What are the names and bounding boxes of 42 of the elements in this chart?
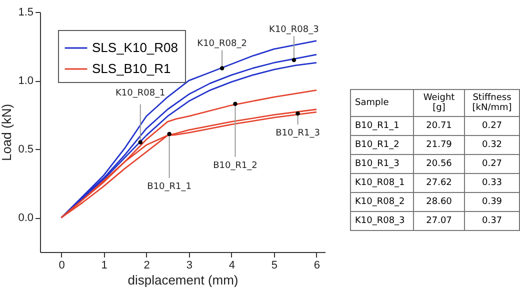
text: 0.27 <box>464 116 520 136</box>
text: B10_R1_2 <box>350 136 414 154</box>
text: 0.33 <box>464 174 520 192</box>
text: 20.56 <box>414 154 465 174</box>
y-tick-label: 0.0 <box>18 212 34 224</box>
text: 0.32 <box>464 136 520 154</box>
annotation: B10_R1_3 <box>276 128 320 138</box>
y-tick-label: 1.5 <box>18 6 34 18</box>
text: 0.39 <box>464 192 520 212</box>
annotation: K10_R08_2 <box>197 39 247 50</box>
text: K10_R08_3 <box>350 212 414 230</box>
text: Sample <box>350 90 414 116</box>
x-tick-label: 1 <box>101 260 108 272</box>
x-tick-label: 6 <box>314 260 320 272</box>
annotation: B10_R1_2 <box>213 160 258 171</box>
text: 28.60 <box>414 192 465 212</box>
x-tick-label: 3 <box>186 260 192 272</box>
text: Stiffness [kN/mm] <box>464 90 520 116</box>
text: 27.62 <box>414 174 465 192</box>
x-tick-label: 4 <box>228 260 235 272</box>
text: 27.07 <box>414 212 465 230</box>
text: B10_R1_3 <box>350 154 414 174</box>
text: 21.79 <box>414 136 465 154</box>
annotation: K10_R08_1 <box>115 88 166 98</box>
legend-label: SLS_K10_R08 <box>92 40 178 55</box>
y-axis-title: Load (kN) <box>0 104 14 162</box>
text: 20.71 <box>414 116 465 136</box>
legend-label: SLS_B10_R1 <box>92 61 171 76</box>
y-tick-label: 0.5 <box>18 144 34 156</box>
x-tick-label: 5 <box>271 260 278 272</box>
annotation: B10_R1_1 <box>147 182 192 192</box>
text: K10_R08_2 <box>350 192 414 212</box>
x-axis-title: displacement (mm) <box>128 272 238 288</box>
x-tick-label: 2 <box>144 260 150 272</box>
text: 0.37 <box>464 212 520 230</box>
x-tick-label: 0 <box>58 260 65 272</box>
text: Weight [g] <box>414 90 465 116</box>
y-tick-label: 1.0 <box>18 75 34 88</box>
text: K10_R08_1 <box>350 174 414 192</box>
text: B10_R1_1 <box>350 116 414 136</box>
annotation: K10_R08_3 <box>269 25 319 35</box>
text: 0.27 <box>464 154 520 174</box>
